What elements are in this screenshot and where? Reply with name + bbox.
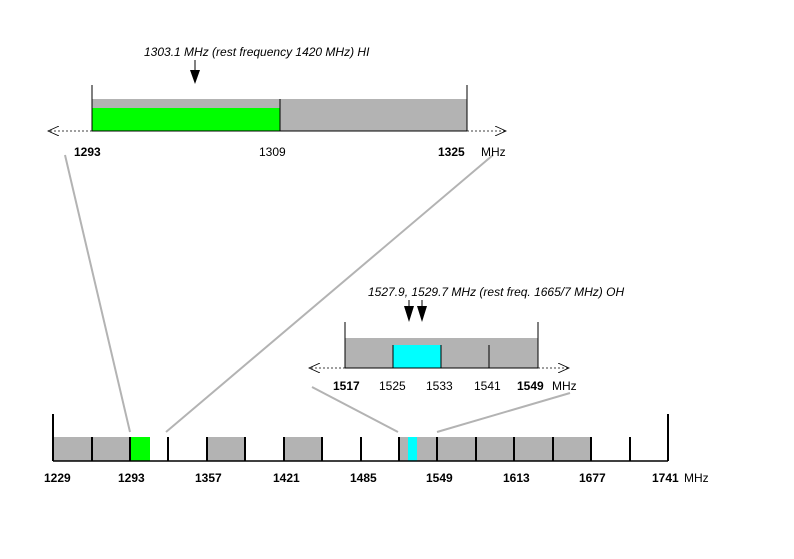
oh-annotation-arrowhead-2 bbox=[417, 306, 427, 322]
hi-tick-label-1309: 1309 bbox=[259, 145, 286, 159]
top-zoom-right-connector bbox=[165, 154, 494, 433]
main-unit-label: MHz bbox=[684, 471, 709, 485]
main-tick-label-1229: 1229 bbox=[44, 471, 71, 485]
main-hi-band bbox=[130, 437, 150, 461]
oh-tick-label-1517: 1517 bbox=[333, 379, 360, 393]
oh-tick-label-1549: 1549 bbox=[517, 379, 544, 393]
main-gray-band-1517-1645 bbox=[399, 437, 591, 461]
main-tick-label-1549: 1549 bbox=[426, 471, 453, 485]
hi-tick-label-1293: 1293 bbox=[74, 145, 101, 159]
oh-zoom-panel: 1527.9, 1529.7 MHz (rest freq. 1665/7 MH… bbox=[309, 285, 624, 393]
oh-panel-cyan-band bbox=[393, 345, 441, 368]
main-tick-label-1677: 1677 bbox=[579, 471, 606, 485]
main-tick-label-1421: 1421 bbox=[273, 471, 300, 485]
oh-tick-label-1525: 1525 bbox=[379, 379, 406, 393]
main-tick-label-1485: 1485 bbox=[350, 471, 377, 485]
oh-tick-label-1541: 1541 bbox=[474, 379, 501, 393]
oh-zoom-left-connector bbox=[311, 386, 399, 433]
top-zoom-left-connector bbox=[64, 154, 131, 433]
hi-annotation-arrowhead bbox=[190, 70, 200, 84]
main-tick-label-1293: 1293 bbox=[118, 471, 145, 485]
oh-annotation: 1527.9, 1529.7 MHz (rest freq. 1665/7 MH… bbox=[368, 285, 624, 299]
main-frequency-axis: 1229 1293 1357 1421 1485 1549 1613 1677 … bbox=[44, 414, 709, 485]
hi-unit-label: MHz bbox=[481, 145, 506, 159]
oh-tick-label-1533: 1533 bbox=[426, 379, 453, 393]
main-gray-band-1357-1389 bbox=[207, 437, 245, 461]
main-tick-label-1357: 1357 bbox=[195, 471, 222, 485]
main-tick-label-1741: 1741 bbox=[652, 471, 679, 485]
hi-panel-green-band bbox=[92, 108, 280, 131]
hi-zoom-panel: 1303.1 MHz (rest frequency 1420 MHz) HI … bbox=[48, 45, 506, 159]
hi-tick-label-1325: 1325 bbox=[438, 145, 465, 159]
hi-annotation: 1303.1 MHz (rest frequency 1420 MHz) HI bbox=[144, 45, 370, 59]
oh-zoom-right-connector bbox=[436, 392, 571, 433]
oh-unit-label: MHz bbox=[552, 379, 577, 393]
main-tick-label-1613: 1613 bbox=[503, 471, 530, 485]
main-gray-band-1421-1453 bbox=[284, 437, 322, 461]
main-oh-band bbox=[408, 437, 417, 461]
oh-annotation-arrowhead-1 bbox=[404, 306, 414, 322]
